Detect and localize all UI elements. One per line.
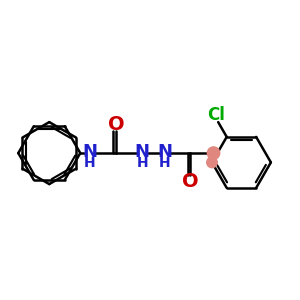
Circle shape bbox=[207, 147, 220, 159]
Text: N: N bbox=[82, 142, 97, 160]
Text: N: N bbox=[135, 142, 150, 160]
Text: H: H bbox=[159, 156, 170, 170]
Text: N: N bbox=[157, 142, 172, 160]
Text: O: O bbox=[108, 115, 124, 134]
Text: H: H bbox=[136, 156, 148, 170]
Text: H: H bbox=[84, 156, 95, 170]
Text: O: O bbox=[182, 172, 199, 191]
Circle shape bbox=[207, 157, 217, 168]
Text: Cl: Cl bbox=[207, 106, 225, 124]
